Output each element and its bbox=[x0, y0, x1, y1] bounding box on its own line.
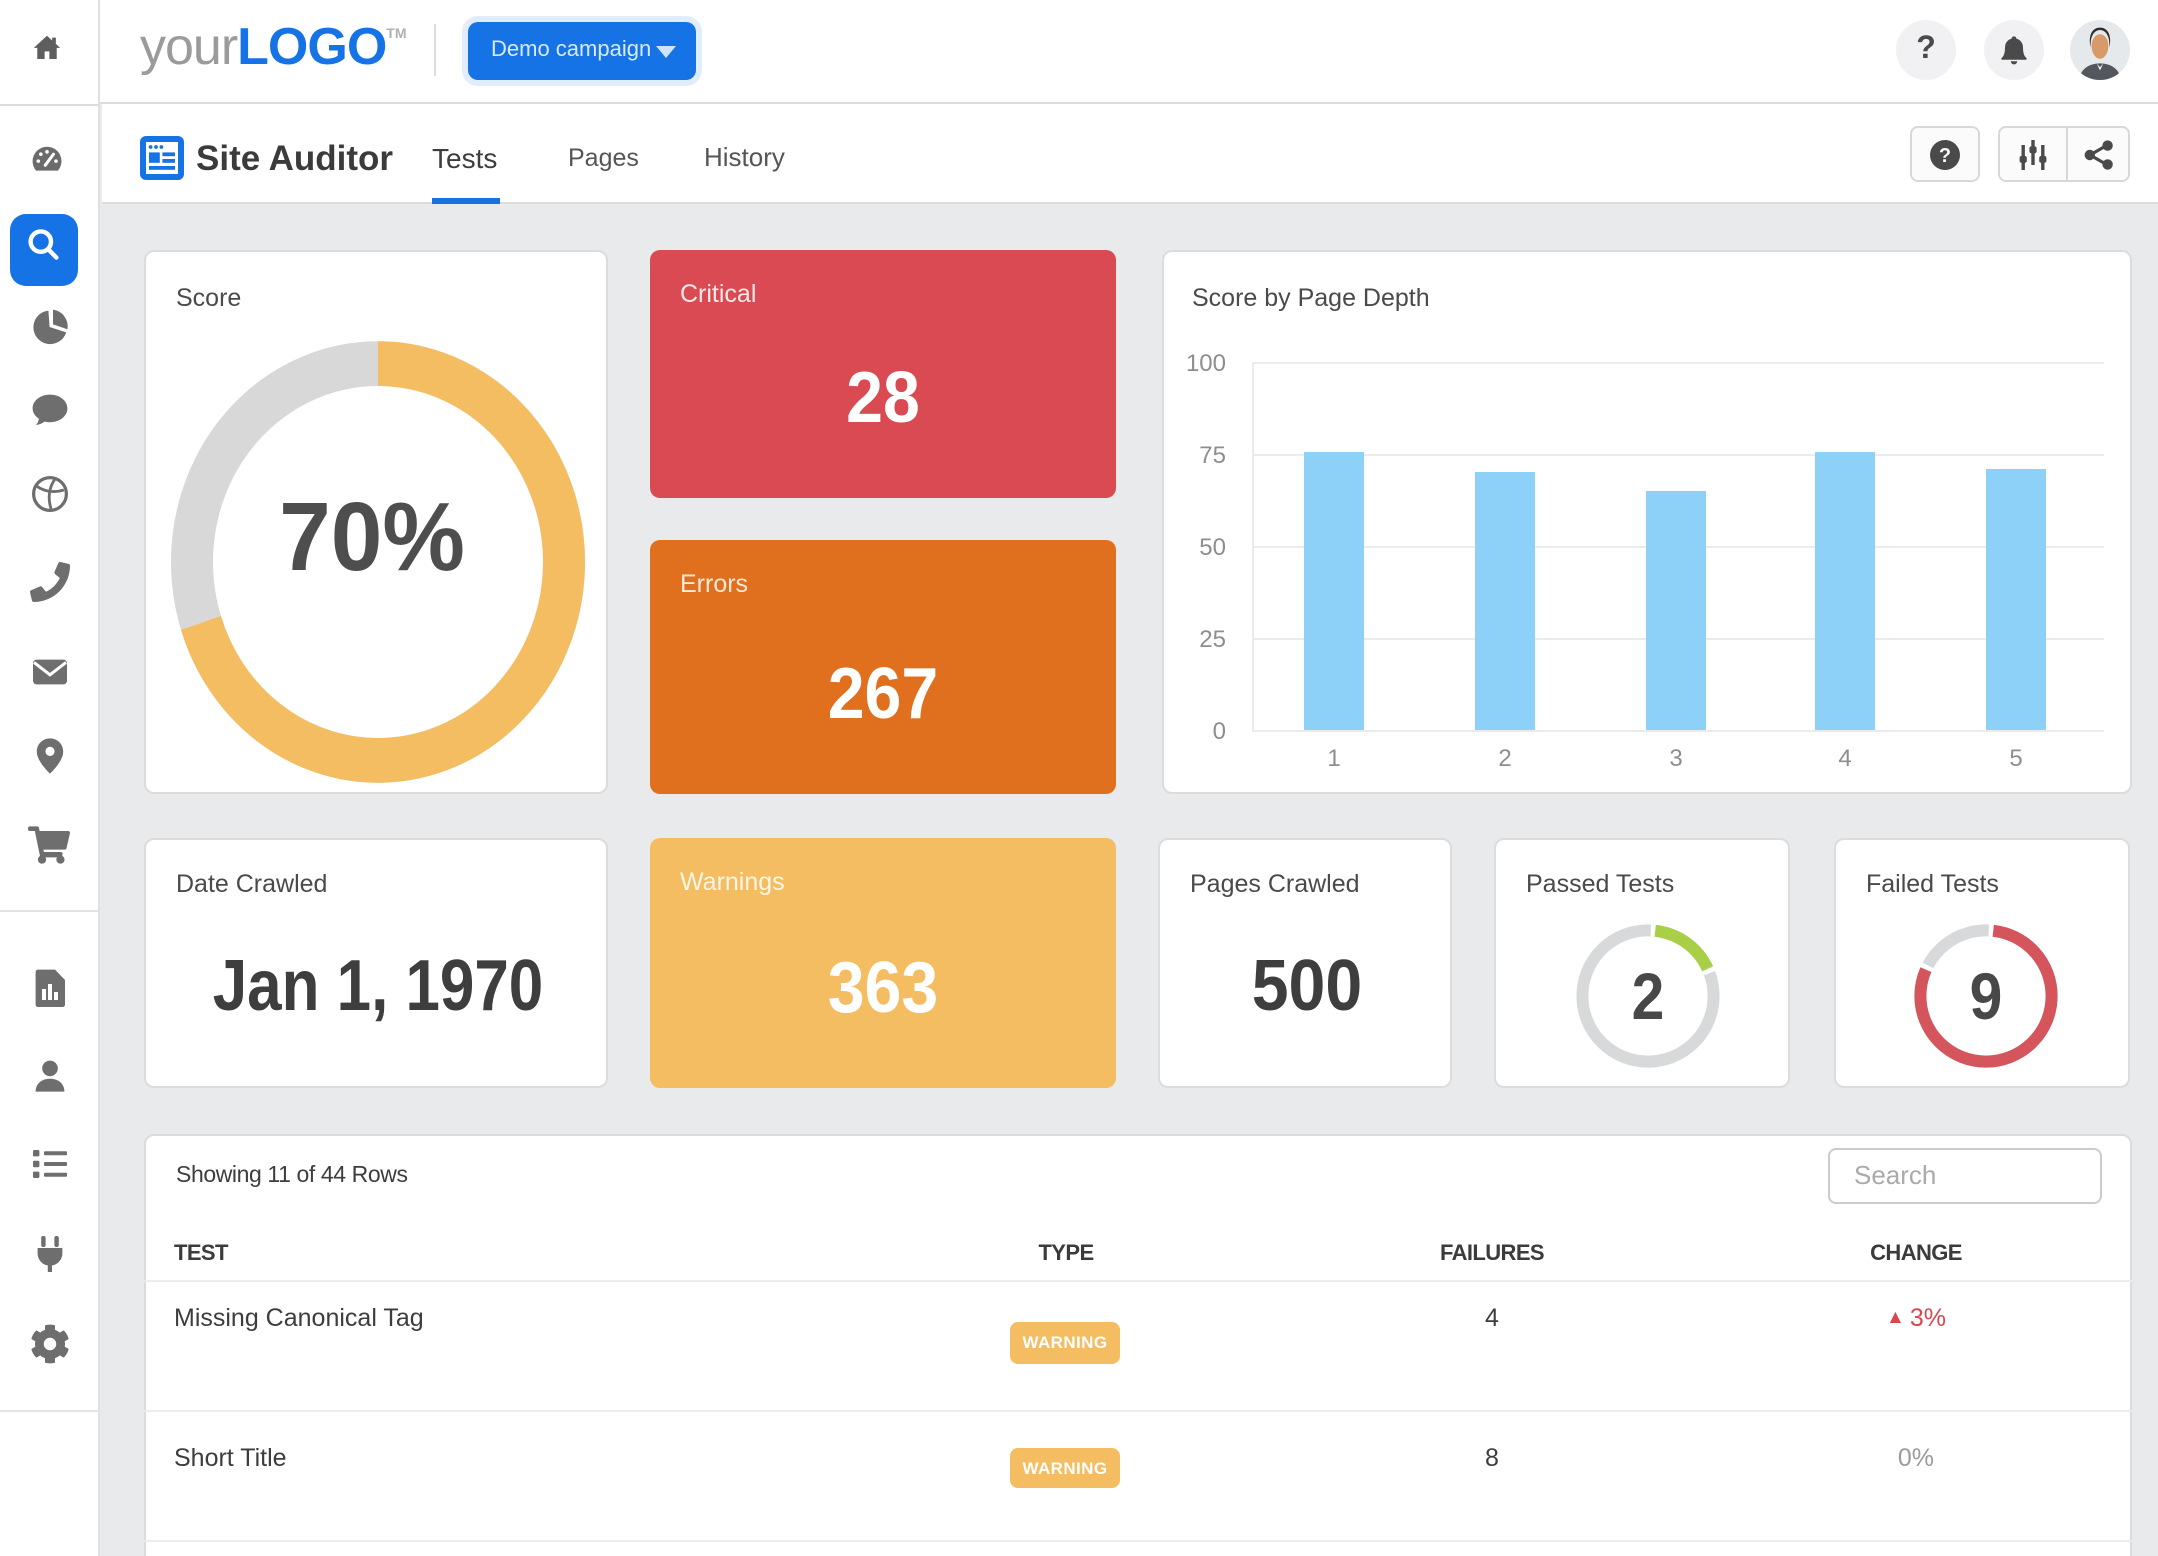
svg-text:2: 2 bbox=[1632, 960, 1665, 1034]
svg-text:5: 5 bbox=[2009, 745, 2022, 772]
svg-text:0: 0 bbox=[1213, 718, 1226, 745]
svg-text:1: 1 bbox=[1327, 745, 1340, 772]
svg-text:2: 2 bbox=[1498, 745, 1511, 772]
svg-text:100: 100 bbox=[1186, 350, 1226, 377]
svg-text:3: 3 bbox=[1669, 745, 1682, 772]
svg-text:9: 9 bbox=[1970, 960, 2003, 1034]
svg-text:75: 75 bbox=[1199, 442, 1226, 469]
svg-text:4: 4 bbox=[1838, 745, 1851, 772]
svg-text:50: 50 bbox=[1199, 534, 1226, 561]
svg-text:25: 25 bbox=[1199, 626, 1226, 653]
svg-text:?: ? bbox=[1939, 145, 1951, 167]
